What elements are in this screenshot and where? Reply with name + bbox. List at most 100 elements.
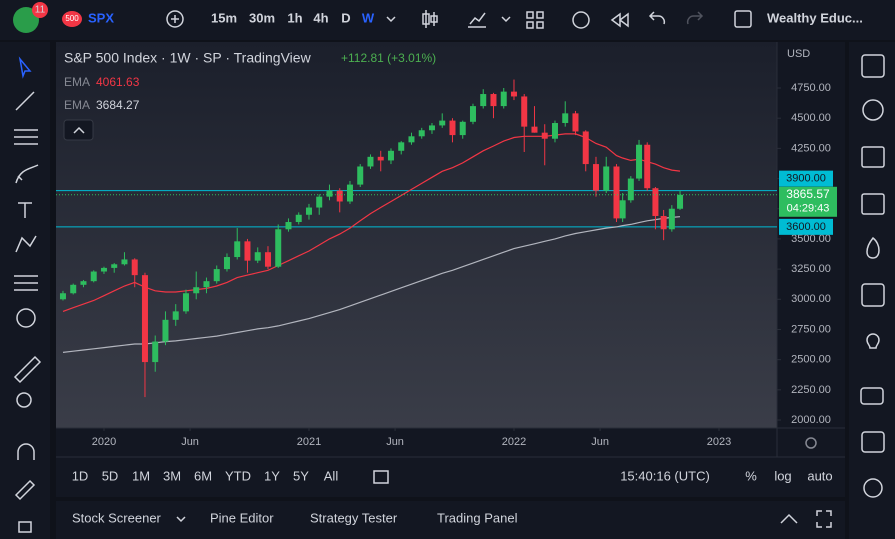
magnet-tool[interactable]	[17, 443, 35, 460]
x-tick-label: 2023	[707, 436, 731, 448]
text-tool[interactable]	[18, 202, 32, 218]
interval-button[interactable]: 15m	[211, 10, 237, 25]
alerts-icon[interactable]	[862, 99, 884, 121]
cursor-tool[interactable]	[18, 56, 32, 79]
legend-collapse[interactable]	[63, 119, 94, 141]
candle-body	[244, 241, 251, 261]
range-button[interactable]: YTD	[225, 468, 251, 483]
x-tick-label: 2020	[92, 436, 116, 448]
ema-line	[62, 133, 681, 312]
pattern-tool[interactable]	[15, 235, 37, 253]
candle-body	[316, 196, 323, 208]
screener-chevron[interactable]	[176, 516, 186, 523]
ideas-icon[interactable]	[866, 333, 880, 349]
measure-tool[interactable]	[13, 355, 42, 384]
candle-body	[660, 215, 667, 230]
candle-body	[285, 222, 292, 230]
range-button[interactable]: 1D	[72, 468, 89, 483]
candle-body	[459, 121, 466, 136]
interval-button[interactable]: 4h	[313, 10, 328, 25]
fib-tool[interactable]	[14, 129, 38, 145]
scale-option[interactable]: %	[745, 468, 757, 483]
panel-tab[interactable]: Stock Screener	[72, 510, 162, 525]
undo-icon[interactable]	[648, 11, 666, 25]
watchlist-icon[interactable]	[861, 54, 885, 78]
range-button[interactable]: 1Y	[264, 468, 280, 483]
candle-body	[613, 166, 620, 219]
y-tick-label: 3500.00	[791, 233, 831, 245]
candle-body	[223, 257, 230, 270]
panel-expand[interactable]	[780, 513, 798, 524]
candle-body	[234, 241, 241, 258]
currency[interactable]: USD	[787, 48, 810, 60]
candle-body	[203, 281, 210, 288]
y-tick-label: 4750.00	[791, 82, 831, 94]
candle-body	[193, 287, 200, 294]
replay-icon[interactable]	[610, 12, 629, 28]
symbol-icon-text: 500	[65, 14, 79, 23]
symbol-icon	[62, 11, 82, 27]
alert-icon[interactable]	[572, 11, 590, 29]
chart-type-icon[interactable]	[422, 10, 438, 28]
chat-icon[interactable]	[860, 387, 884, 405]
zoom-tool[interactable]	[16, 392, 32, 408]
range-button[interactable]: 3M	[163, 468, 181, 483]
x-tick-label: Jun	[181, 436, 199, 448]
trend-line-tool[interactable]	[15, 91, 35, 111]
icon-tool[interactable]	[16, 308, 36, 328]
candle-body	[131, 259, 138, 276]
chart-title: S&P 500 Index · 1W · SP · TradingView	[64, 50, 312, 66]
goto-date-icon[interactable]	[373, 470, 389, 484]
notification-badge	[32, 2, 48, 18]
add-symbol-icon[interactable]	[166, 10, 184, 28]
indicators-icon[interactable]	[468, 12, 486, 28]
avatar[interactable]	[13, 7, 39, 33]
draw-mode-tool[interactable]	[14, 479, 36, 501]
calendar-icon[interactable]	[861, 283, 885, 307]
candle-body	[408, 136, 415, 143]
layout-name[interactable]: Wealthy Educ...	[767, 10, 863, 25]
panel-tab[interactable]: Pine Editor	[210, 510, 274, 525]
price-label-box	[779, 170, 833, 187]
y-tick-label: 2750.00	[791, 323, 831, 335]
brush-tool[interactable]	[15, 164, 39, 184]
data-window-icon[interactable]	[861, 193, 885, 215]
clock[interactable]: 15:40:16 (UTC)	[620, 468, 710, 483]
lock-tool[interactable]	[18, 521, 32, 533]
interval-button[interactable]: 30m	[249, 10, 275, 25]
scale-option[interactable]: auto	[807, 468, 832, 483]
notes-icon[interactable]	[861, 431, 885, 453]
range-button[interactable]: 5Y	[293, 468, 309, 483]
panel-tab[interactable]: Trading Panel	[437, 510, 518, 525]
interval-button[interactable]: D	[341, 10, 350, 25]
interval-chevron[interactable]	[386, 16, 396, 23]
settings-icon[interactable]	[805, 437, 817, 449]
forecast-tool[interactable]	[14, 275, 38, 291]
panel-tab[interactable]: Strategy Tester	[310, 510, 398, 525]
current-price-box	[779, 186, 837, 217]
interval-button[interactable]: W	[362, 10, 375, 25]
interval-button[interactable]: 1h	[287, 10, 302, 25]
range-button[interactable]: 6M	[194, 468, 212, 483]
candle-body	[480, 94, 487, 107]
hotlist-icon[interactable]	[866, 236, 880, 259]
layout-square[interactable]	[734, 10, 752, 28]
top-toolbar	[0, 0, 895, 40]
indicators-chevron[interactable]	[501, 16, 511, 23]
redo-icon	[686, 11, 704, 25]
price-label: 3600.00	[786, 221, 826, 233]
scale-option[interactable]: log	[774, 468, 791, 483]
layout-icon[interactable]	[526, 11, 544, 29]
news-icon[interactable]	[861, 146, 885, 168]
fullscreen-icon[interactable]	[816, 510, 832, 528]
help-icon[interactable]	[863, 478, 883, 498]
ema-legend-value: 3684.27	[96, 98, 140, 112]
symbol[interactable]: SPX	[88, 10, 114, 25]
x-tick-label: Jun	[591, 436, 609, 448]
range-button[interactable]: 5D	[102, 468, 119, 483]
candle-body	[490, 94, 497, 107]
candle-body	[592, 164, 599, 191]
range-button[interactable]: 1M	[132, 468, 150, 483]
range-button[interactable]: All	[324, 468, 339, 483]
candle-body	[541, 132, 548, 139]
